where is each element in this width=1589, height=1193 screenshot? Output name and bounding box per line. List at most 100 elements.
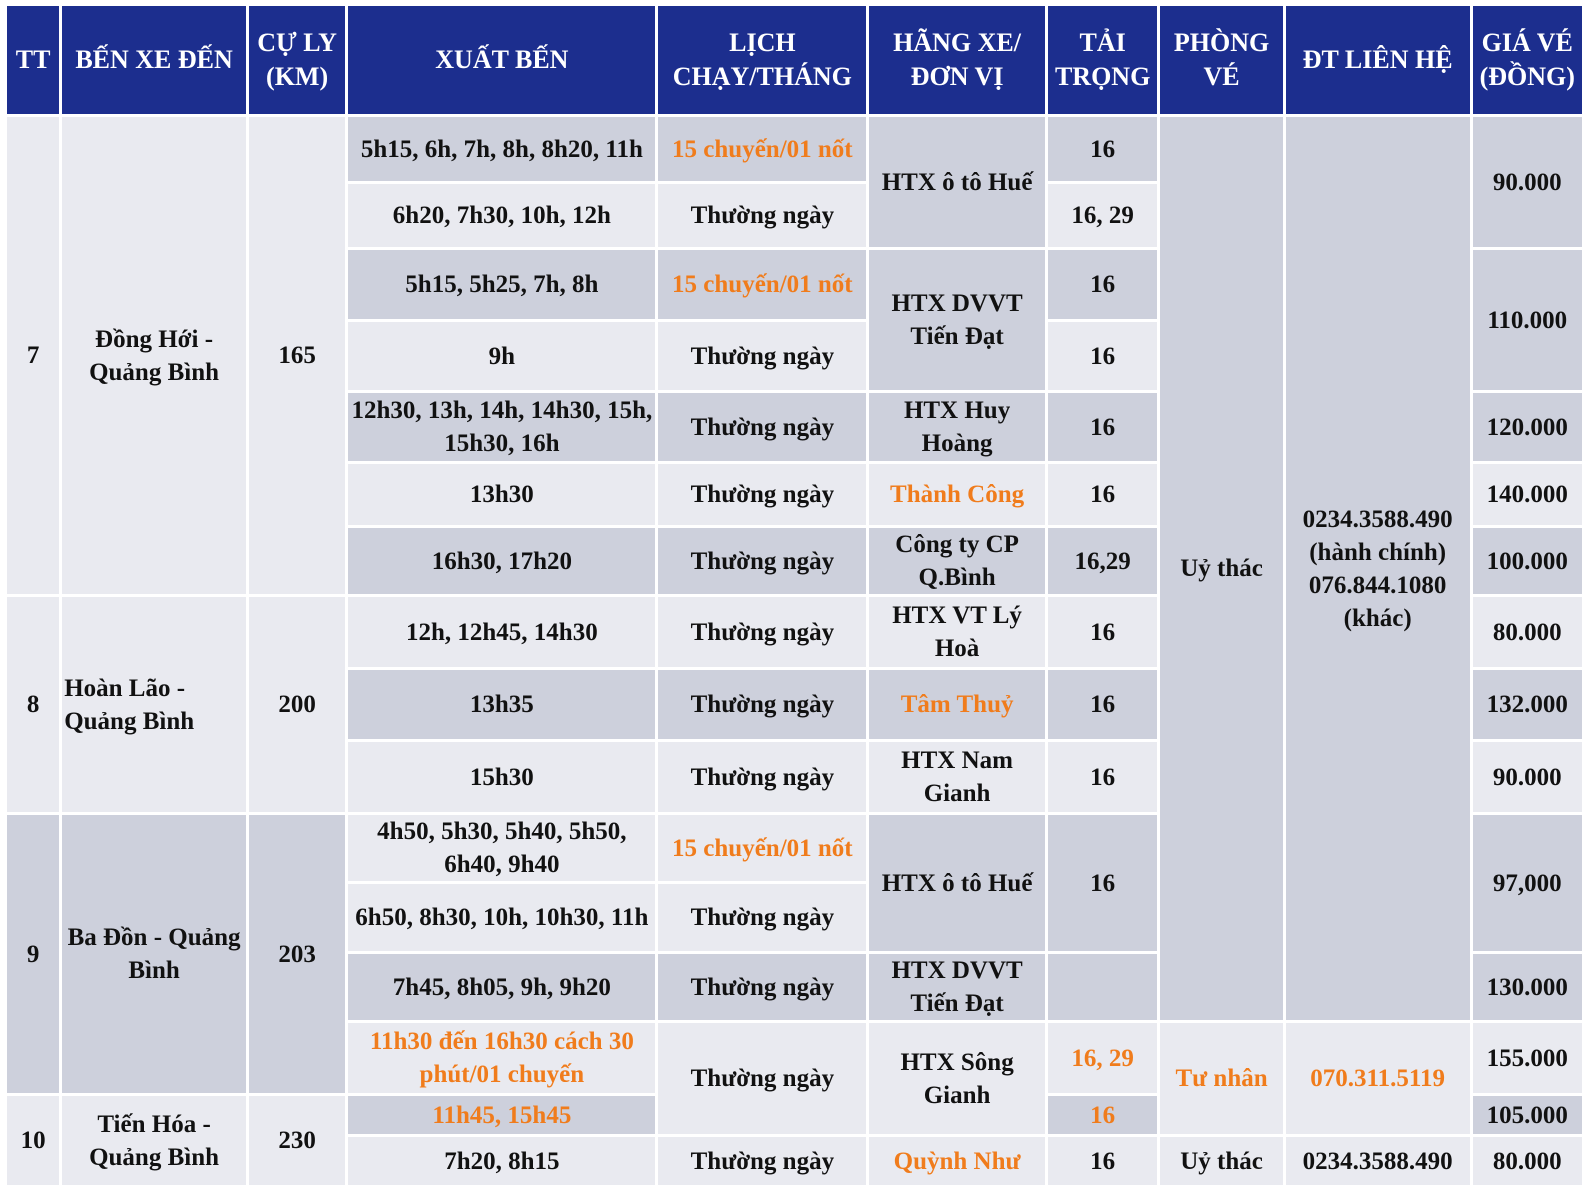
cell: HTX Sông Gianh (866, 1020, 1048, 1137)
cell: HTX ô tô Huế (866, 812, 1048, 954)
row: 7h20, 8h15 Thường ngày Quỳnh Như 16 Uỷ t… (6, 1134, 1586, 1188)
cell: Thường ngày (655, 594, 870, 670)
cell: 7 (3, 114, 63, 597)
row: 9h Thường ngày 16 (6, 319, 1584, 393)
cell: 6h20, 7h30, 10h, 12h (345, 181, 659, 250)
cell: Thường ngày (655, 181, 870, 250)
cell: 7h20, 8h15 (345, 1134, 659, 1188)
cell: 155.000 (1469, 1020, 1586, 1096)
row: 11h30 đến 16h30 cách 30 phút/01 chuyến T… (6, 1020, 1586, 1137)
cell: 070.311.5119 (1282, 1020, 1473, 1137)
cell: 16 (1044, 390, 1161, 464)
cell: Thường ngày (655, 951, 870, 1023)
cell: 120.000 (1469, 390, 1586, 464)
cell: HTX Nam Gianh (866, 739, 1048, 815)
cell: Tâm Thuỷ (866, 667, 1048, 742)
cell: 15h30 (345, 739, 659, 815)
cell: Thường ngày (655, 667, 870, 742)
cell: HTX DVVT Tiến Đạt (866, 247, 1048, 393)
cell: 16 (1044, 1093, 1161, 1137)
cell: Thường ngày (655, 319, 870, 393)
cell: 140.000 (1469, 461, 1586, 528)
cell: 6h50, 8h30, 10h, 10h30, 11h (345, 881, 659, 954)
cell: Tiến Hóa - Quảng Bình (59, 1093, 249, 1188)
header-cell: CỰ LY (KM) (245, 3, 349, 117)
cell: 8 (3, 594, 63, 815)
cell: 16 (1044, 461, 1161, 528)
header-cell: PHÒNG VÉ (1157, 3, 1286, 117)
header-cell: TT (3, 3, 63, 117)
cell: Thành Công (866, 461, 1048, 528)
cell: Công ty CP Q.Bình (866, 525, 1048, 597)
header-cell: BẾN XE ĐẾN (59, 3, 249, 117)
schedule-table: TT BẾN XE ĐẾN CỰ LY (KM) XUẤT BẾN LỊCH C… (3, 3, 1586, 1188)
cell: Thường ngày (655, 390, 870, 464)
page: TT BẾN XE ĐẾN CỰ LY (KM) XUẤT BẾN LỊCH C… (0, 3, 1589, 1193)
cell: 12h30, 13h, 14h, 14h30, 15h, 15h30, 16h (345, 390, 659, 464)
cell: 13h30 (345, 461, 659, 528)
header-cell: GIÁ VÉ (ĐỒNG) (1469, 3, 1586, 117)
cell: 16 (1044, 1134, 1161, 1188)
cell: 9 (3, 812, 63, 1096)
cell: 16 (1044, 812, 1161, 954)
cell: Thường ngày (655, 525, 870, 597)
cell: HTX ô tô Huế (866, 114, 1048, 250)
cell: 11h30 đến 16h30 cách 30 phút/01 chuyến (345, 1020, 659, 1096)
cell: 9h (345, 319, 659, 393)
cell: 97,000 (1469, 812, 1586, 954)
cell: Tư nhân (1157, 1020, 1286, 1137)
cell: 12h, 12h45, 14h30 (345, 594, 659, 670)
cell: 105.000 (1469, 1093, 1586, 1137)
cell: 16, 29 (1044, 1020, 1161, 1096)
cell: 0234.3588.490 (1282, 1134, 1473, 1188)
row: 16h30, 17h20 Thường ngày Công ty CP Q.Bì… (6, 525, 1586, 597)
header-cell: ĐT LIÊN HỆ (1282, 3, 1473, 117)
cell: Uỷ thác (1157, 1134, 1286, 1188)
cell: 0234.3588.490 (hành chính) 076.844.1080 … (1282, 114, 1473, 1023)
header-cell: HÃNG XE/ ĐƠN VỊ (866, 3, 1048, 117)
cell: 200 (245, 594, 349, 815)
cell (1044, 951, 1161, 1023)
row: 6h20, 7h30, 10h, 12h Thường ngày 16, 29 (6, 181, 1584, 250)
cell: 100.000 (1469, 525, 1586, 597)
cell: 16h30, 17h20 (345, 525, 659, 597)
cell: 15 chuyến/01 nốt (655, 812, 870, 884)
cell: 7h45, 8h05, 9h, 9h20 (345, 951, 659, 1023)
cell: 80.000 (1469, 1134, 1586, 1188)
row: 12h30, 13h, 14h, 14h30, 15h, 15h30, 16h … (6, 390, 1586, 464)
cell: 90.000 (1469, 739, 1586, 815)
cell: 16 (1044, 114, 1161, 184)
cell: 16,29 (1044, 525, 1161, 597)
cell: Uỷ thác (1157, 114, 1286, 1023)
cell: 5h15, 5h25, 7h, 8h (345, 247, 659, 322)
cell: 80.000 (1469, 594, 1586, 670)
row: 15h30 Thường ngày HTX Nam Gianh 16 90.00… (6, 739, 1586, 815)
row: 7 Đồng Hới - Quảng Bình 165 5h15, 6h, 7h… (3, 114, 1586, 1023)
cell: 15 chuyến/01 nốt (655, 114, 870, 184)
cell: Đồng Hới - Quảng Bình (59, 114, 249, 597)
cell: 16 (1044, 667, 1161, 742)
cell: 5h15, 6h, 7h, 8h, 8h20, 11h (345, 114, 659, 184)
cell: HTX Huy Hoàng (866, 390, 1048, 464)
row: 7h45, 8h05, 9h, 9h20 Thường ngày HTX DVV… (6, 951, 1586, 1023)
row: 9 Ba Đồn - Quảng Bình 203 4h50, 5h30, 5h… (3, 812, 1586, 1096)
cell: 16, 29 (1044, 181, 1161, 250)
header-cell: LỊCH CHẠY/THÁNG (655, 3, 870, 117)
cell: HTX VT Lý Hoà (866, 594, 1048, 670)
cell: Thường ngày (655, 739, 870, 815)
cell: 16 (1044, 247, 1161, 322)
cell: 90.000 (1469, 114, 1586, 250)
cell: HTX DVVT Tiến Đạt (866, 951, 1048, 1023)
header-cell: TẢI TRỌNG (1044, 3, 1161, 117)
header-cell: XUẤT BẾN (345, 3, 659, 117)
row: 10 Tiến Hóa - Quảng Bình 230 11h45, 15h4… (3, 1093, 1586, 1188)
row: 5h15, 5h25, 7h, 8h 15 chuyến/01 nốt HTX … (6, 247, 1586, 393)
cell: 203 (245, 812, 349, 1096)
cell: 132.000 (1469, 667, 1586, 742)
cell: 11h45, 15h45 (345, 1093, 659, 1137)
cell: 15 chuyến/01 nốt (655, 247, 870, 322)
row: 13h30 Thường ngày Thành Công 16 140.000 (6, 461, 1586, 528)
cell: Thường ngày (655, 461, 870, 528)
row: 8 Hoàn Lão - Quảng Bình 200 12h, 12h45, … (3, 594, 1586, 815)
cell: 10 (3, 1093, 63, 1188)
